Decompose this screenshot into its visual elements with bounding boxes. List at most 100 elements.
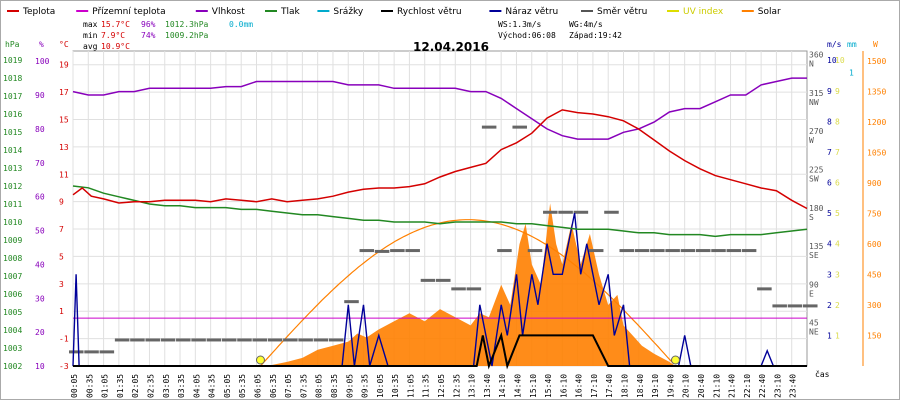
axis-w-tick: 900 [867,179,882,188]
wind-dir-mark [420,278,436,282]
axis-time-tick: 12:35 [452,374,461,398]
axis-mm-tick: 1 [849,68,854,77]
legend-label: Srážky [333,7,364,17]
legend-label: Solar [758,7,781,17]
axis-time-tick: 07:05 [284,374,293,398]
axis-time-tick: 04:35 [208,374,217,398]
stats-avg-temp: 10.9°C [101,42,130,51]
stats-min-label: min [83,31,98,40]
axis-time-tick: 05:05 [223,374,232,398]
wind-dir-mark [176,338,191,342]
axis-pct-tick: 100 [35,57,50,66]
axis-time-tick: 02:05 [131,374,140,398]
wind-dir-mark [741,249,757,253]
axis-time-tick: 14:40 [513,374,522,398]
legend-label: Teplota [22,7,55,17]
pressure-line [72,185,808,238]
legend-label: Tlak [280,7,301,17]
axis-w-tick: 150 [867,332,882,341]
axis-hpa-tick: 1016 [3,110,22,119]
axis-pct-unit: % [39,40,44,49]
axis-temp-tick: -1 [59,335,69,344]
wind-dir-mark [405,249,420,253]
wind-dir-mark [665,249,680,253]
axis-dir-tick: 45 [809,319,819,328]
axis-uv-tick: 8 [835,117,840,126]
axis-hpa-tick: 1004 [3,326,22,335]
wind-dir-mark [497,249,512,253]
axis-hpa-tick: 1014 [3,146,22,155]
axis-hpa-tick: 1013 [3,164,22,173]
axis-time-tick: 15:10 [529,374,538,398]
axis-time-tick: 21:40 [728,374,737,398]
axis-uv-tick: 6 [835,179,840,188]
axis-time-tick: 01:05 [101,374,110,398]
axis-hpa-tick: 1017 [3,92,22,101]
humidity-line [72,77,807,140]
axis-time-tick: 18:40 [636,374,645,398]
wind-dir-mark [558,210,573,214]
axis-hpa-tick: 1009 [3,236,22,245]
axis-time-tick: 11:35 [422,374,431,398]
axis-ms-tick: 1 [827,331,832,340]
wind-dir-mark [344,300,359,304]
axis-uv-tick: 1 [835,331,840,340]
axis-hpa-tick: 1005 [3,308,22,317]
axis-time-tick: 22:10 [743,374,752,398]
axis-mm-unit: mm [847,40,857,49]
wind-dir-mark [512,125,527,129]
axis-hpa-tick: 1003 [3,344,22,353]
axis-pct-tick: 60 [35,193,45,202]
stats-max-press: 1012.3hPa [165,20,209,29]
axis-hpa-tick: 1012 [3,182,22,191]
axis-time-tick: 03:05 [162,374,171,398]
axis-ms-tick: 9 [827,87,832,96]
legend-label: Směr větru [597,7,647,17]
axis-time-tick: 09:35 [361,374,370,398]
wind-dir-mark [252,338,268,342]
axis-time-tick: 02:35 [146,374,155,398]
axis-hpa-tick: 1015 [3,128,22,137]
stats-max-rain: 0.0mm [229,20,253,29]
wind-dir-mark [650,249,665,253]
axis-temp-tick: 7 [59,225,64,234]
axis-pct-tick: 20 [35,328,45,337]
sun-marker [670,355,680,365]
axis-time-tick: 12:05 [437,374,446,398]
wind-dir-mark [757,287,772,291]
axis-time-tick: 18:10 [621,374,630,398]
axis-time-tick: 10:05 [376,374,385,398]
axis-pct-tick: 90 [35,91,45,100]
axis-time-unit: čas [815,369,830,379]
axis-dir-label: NE [809,328,819,337]
axis-hpa-tick: 1006 [3,290,22,299]
stats-max-temp: 15.7°C [101,20,130,29]
wind-dir-mark [711,249,726,253]
axis-hpa-unit: hPa [5,40,20,49]
legend-label: UV index [683,7,724,17]
wind-dir-mark [298,338,313,342]
axis-dir-label: SW [809,174,819,183]
axis-pct-tick: 30 [35,294,45,303]
axis-temp-tick: 9 [59,198,64,207]
axis-temp-tick: 17 [59,88,69,97]
axis-pct-tick: 40 [35,260,45,269]
legend-label: Rychlost větru [397,7,462,17]
stats-min-hum: 74% [141,31,156,40]
axis-time-tick: 17:40 [605,374,614,398]
wind-dir-mark [359,249,375,253]
wind-dir-mark [680,249,696,253]
axis-time-tick: 00:35 [85,374,94,398]
axis-time-tick: 16:10 [559,374,568,398]
axis-time-tick: 17:10 [590,374,599,398]
temperature-line [72,109,808,210]
axis-dir-label: E [809,289,814,298]
axis-time-tick: 23:40 [789,374,798,398]
axis-time-tick: 16:40 [575,374,584,398]
wind-dir-mark [374,249,390,253]
stats-sunrise: Východ:06:08 [498,31,556,40]
wind-dir-mark [114,338,130,342]
wind-dir-mark [803,304,818,308]
axis-time-tick: 04:05 [192,374,201,398]
